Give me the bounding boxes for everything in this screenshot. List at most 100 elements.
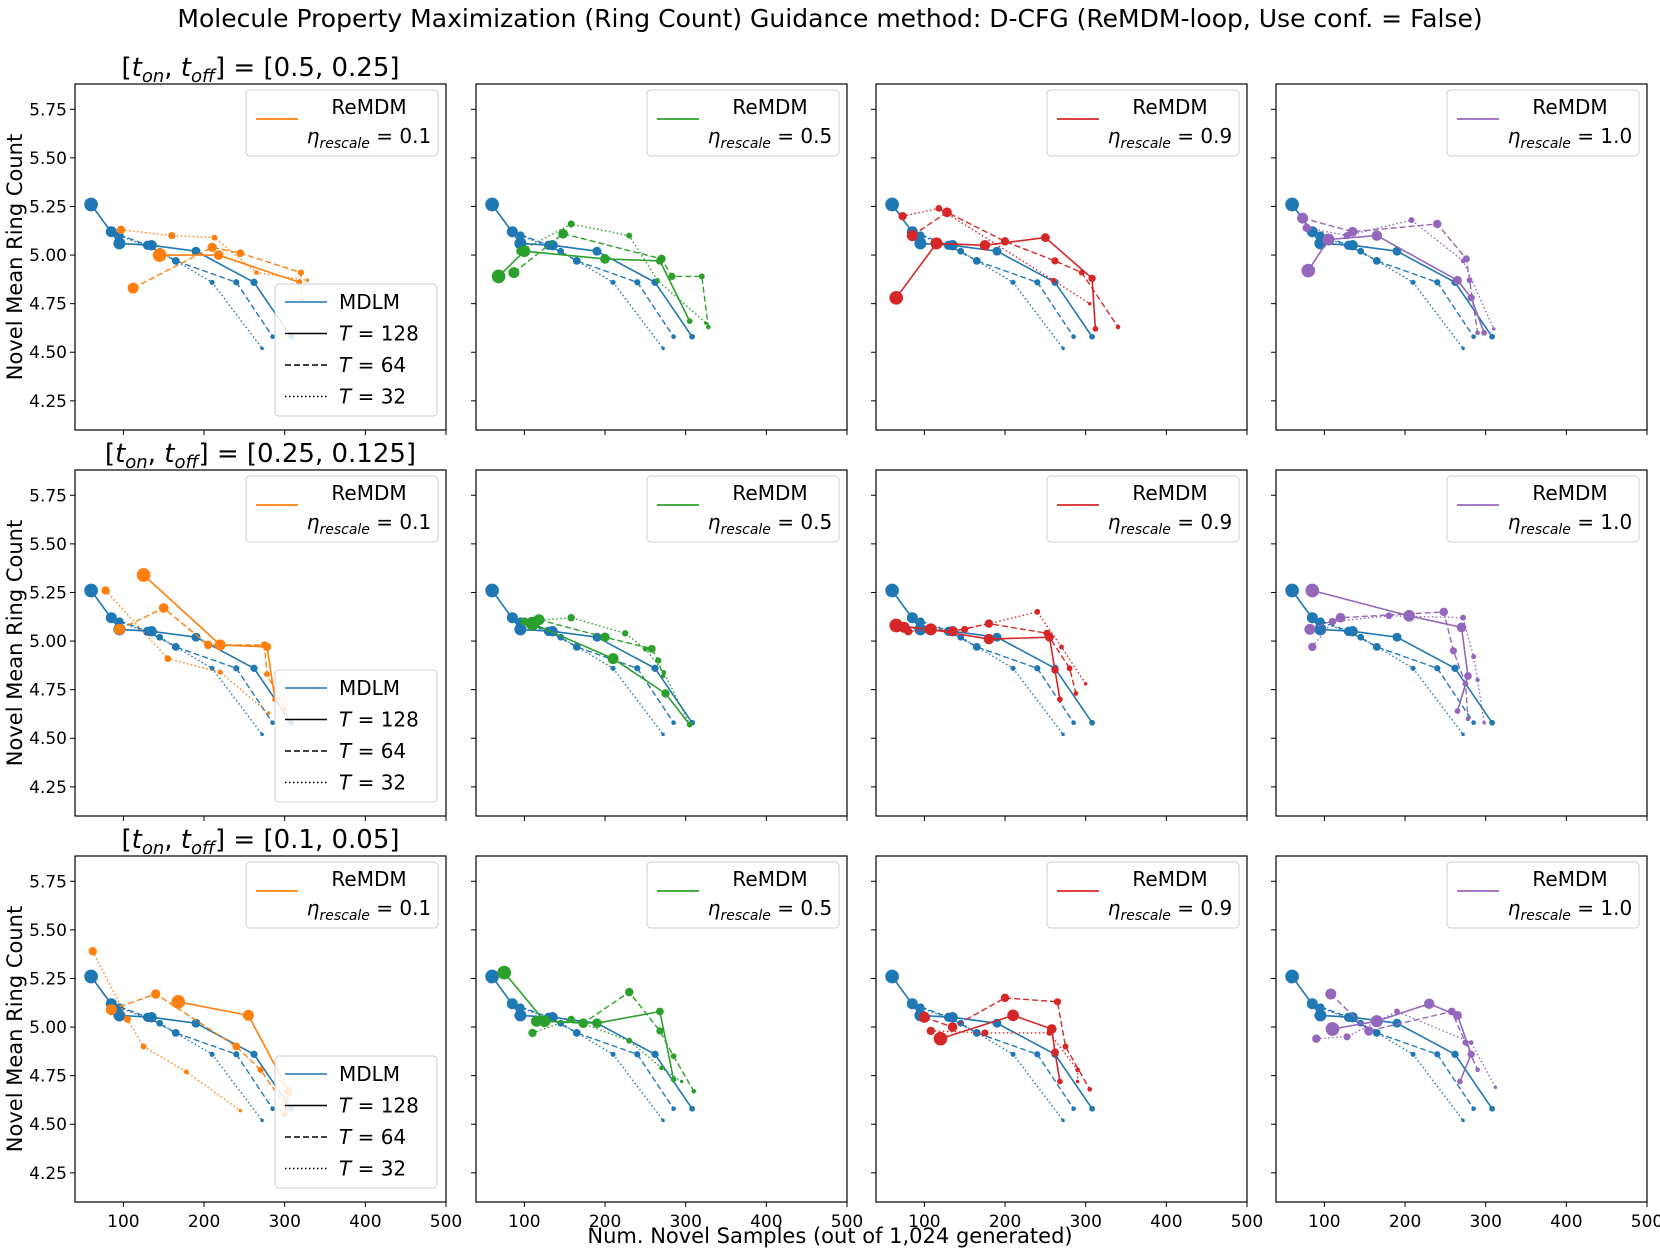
data-point — [1061, 732, 1065, 737]
legend-label: T = 128 — [339, 1094, 419, 1118]
axes-frame — [74, 469, 447, 817]
data-point — [260, 346, 264, 351]
y-tick-label: 5.75 — [29, 486, 67, 506]
data-point — [670, 1076, 677, 1083]
panel: ReMDM ηrescale = 1.0 — [1271, 469, 1648, 821]
legend-label: ηrescale = 0.9 — [1108, 124, 1232, 152]
legend-label: ηrescale = 0.5 — [708, 896, 832, 924]
data-point — [906, 998, 918, 1010]
legend-box — [646, 861, 840, 929]
data-point — [572, 256, 581, 265]
data-point — [191, 632, 201, 642]
series-line — [503, 972, 675, 1080]
data-point — [924, 623, 937, 636]
legend-label: ReMDM — [1132, 867, 1207, 891]
data-point — [914, 623, 927, 636]
series-line — [1312, 617, 1475, 724]
legend-label: T = 32 — [339, 385, 406, 409]
data-point — [1328, 617, 1337, 626]
data-point — [943, 240, 954, 251]
data-point — [1071, 720, 1076, 726]
series-line — [513, 233, 709, 328]
data-point — [933, 1031, 948, 1046]
data-point — [1301, 263, 1316, 278]
data-point — [947, 1022, 958, 1032]
data-point — [514, 1009, 527, 1022]
data-point — [1316, 617, 1325, 626]
data-point — [1451, 664, 1459, 672]
data-point — [647, 644, 656, 653]
legend-label: ηrescale = 1.0 — [1508, 510, 1632, 538]
data-point — [1308, 642, 1317, 652]
data-point — [691, 1088, 697, 1094]
data-point — [1468, 1040, 1474, 1045]
legend-label: MDLM — [339, 1062, 400, 1086]
plot-area — [885, 583, 1095, 737]
data-point — [671, 1106, 676, 1112]
data-point — [567, 1015, 575, 1023]
data-point — [209, 1051, 215, 1057]
data-point — [506, 998, 518, 1010]
row-titles: [ton, toff] = [0.5, 0.25] [ton, toff] = [… — [105, 53, 416, 859]
panel: 4.25 4.50 4.75 5.00 5.25 5.50 5.75 100 200 300 400… — [29, 855, 462, 1232]
data-point — [1010, 665, 1016, 671]
panel: 4.25 4.50 4.75 5.00 5.25 5.50 5.75 ReMDM ηrescal… — [29, 83, 447, 435]
data-point — [607, 653, 619, 665]
data-point — [1385, 612, 1393, 620]
data-point — [918, 1011, 930, 1023]
legend-box — [646, 89, 840, 157]
data-point — [150, 989, 161, 999]
legend-box — [646, 475, 840, 543]
data-point — [1306, 612, 1318, 624]
data-point — [1051, 1048, 1059, 1057]
y-tick-label: 5.50 — [29, 149, 67, 169]
series-line — [532, 1018, 683, 1083]
y-tick-label: 4.50 — [29, 729, 67, 749]
data-point — [1449, 647, 1457, 655]
data-point — [578, 1018, 589, 1029]
data-point — [916, 1003, 925, 1012]
data-point — [485, 969, 499, 984]
data-point — [572, 1028, 581, 1037]
data-point — [1394, 1008, 1400, 1015]
series-line — [512, 617, 675, 724]
data-point — [651, 664, 659, 672]
data-point — [659, 1065, 664, 1071]
data-point — [250, 664, 258, 672]
data-point — [1489, 333, 1495, 340]
data-point — [1316, 1003, 1325, 1012]
data-point — [1392, 632, 1402, 642]
data-point — [171, 1028, 180, 1037]
data-point — [1471, 720, 1476, 726]
panel: ReMDM ηrescale = 0.5 — [471, 469, 848, 821]
y-tick-label: 4.50 — [29, 1115, 67, 1135]
data-point — [156, 633, 164, 641]
legend-label: ηrescale = 0.9 — [1108, 510, 1232, 538]
data-point — [698, 273, 705, 280]
legend-label: ReMDM — [732, 95, 807, 119]
axes-frame — [1275, 83, 1648, 431]
data-point — [1364, 1026, 1374, 1036]
series-line — [911, 211, 1119, 328]
data-point — [514, 623, 527, 636]
data-point — [1343, 1033, 1351, 1041]
series-line — [1312, 231, 1475, 338]
legend-label: ηrescale = 0.1 — [307, 124, 431, 152]
legend-label: ReMDM — [732, 867, 807, 891]
x-axis-label: Num. Novel Samples (out of 1,024 generat… — [587, 1224, 1072, 1248]
x-tick-label: 300 — [1469, 1212, 1501, 1232]
data-point — [1087, 1086, 1093, 1092]
data-point — [686, 318, 693, 324]
data-point — [1433, 219, 1442, 229]
legend-label: ReMDM — [331, 95, 406, 119]
data-point — [1434, 1051, 1441, 1058]
x-tick-label: 500 — [831, 1212, 863, 1232]
panel: 100 200 300 400 500 ReMDM ηrescale = 1.0 — [1271, 855, 1660, 1232]
data-point — [1010, 1051, 1016, 1057]
x-tick-label: 300 — [268, 1212, 300, 1232]
y-tick-label: 5.75 — [29, 100, 67, 120]
series-line — [930, 1030, 1079, 1082]
x-tick-label: 400 — [1550, 1212, 1582, 1232]
plot-area — [485, 583, 695, 737]
data-point — [1335, 612, 1346, 623]
